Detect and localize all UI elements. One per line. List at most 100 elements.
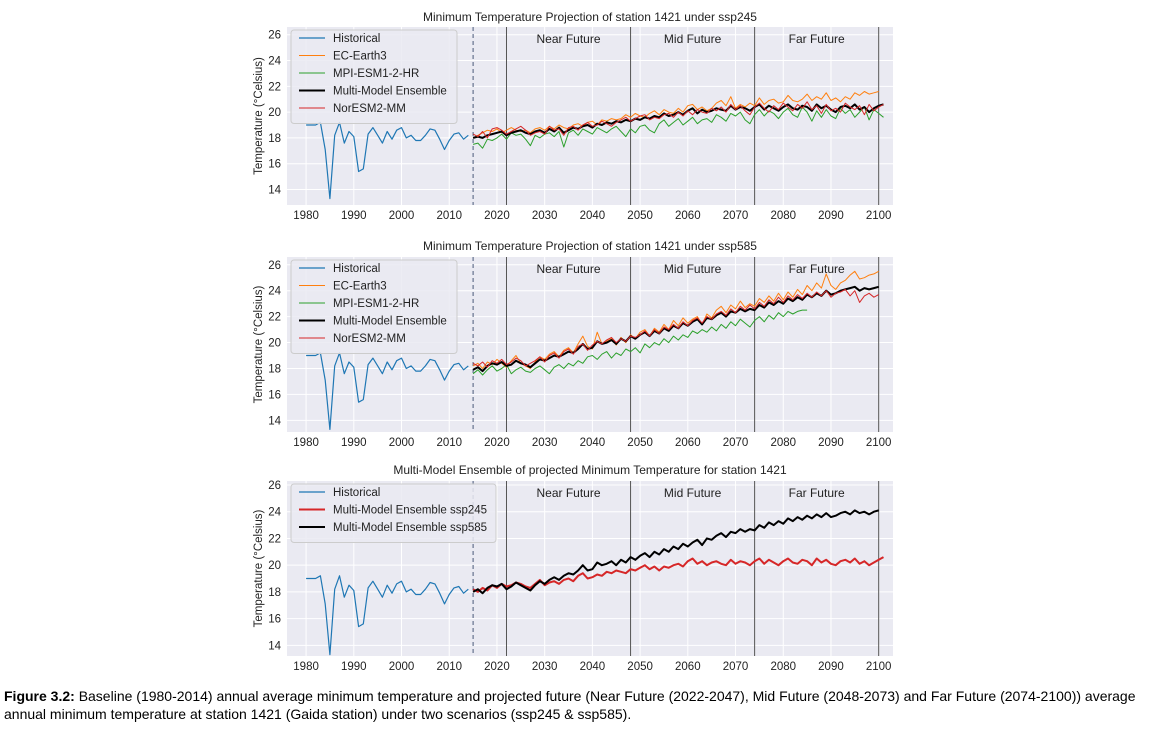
period-label: Mid Future bbox=[664, 32, 722, 46]
legend-label: MPI-ESM1-2-HR bbox=[333, 68, 419, 80]
x-tick-label: 2020 bbox=[484, 437, 510, 449]
y-tick-label: 22 bbox=[268, 81, 281, 93]
x-tick-label: 2050 bbox=[627, 437, 653, 449]
legend-label: Multi-Model Ensemble bbox=[333, 86, 447, 98]
y-tick-label: 22 bbox=[268, 533, 281, 545]
x-tick-label: 2090 bbox=[818, 210, 844, 222]
series-line-5 bbox=[472, 101, 884, 139]
y-tick-label: 18 bbox=[268, 133, 281, 145]
legend-box bbox=[290, 483, 497, 543]
x-tick-label: 2080 bbox=[770, 661, 796, 673]
y-axis-label: Temperature (°Celsius) bbox=[253, 509, 265, 627]
y-axis-label: Temperature (°Celsius) bbox=[253, 285, 265, 403]
y-tick-label: 18 bbox=[268, 363, 281, 375]
x-tick-label: 2070 bbox=[723, 210, 749, 222]
y-tick-label: 26 bbox=[268, 30, 281, 42]
x-tick-label: 2040 bbox=[580, 210, 606, 222]
chart-title: Multi-Model Ensemble of projected Minimu… bbox=[393, 463, 787, 477]
y-tick-label: 24 bbox=[268, 507, 281, 519]
series-line-2 bbox=[472, 91, 879, 139]
legend-label: EC-Earth3 bbox=[333, 281, 387, 293]
period-label: Mid Future bbox=[664, 262, 722, 276]
series-line-1 bbox=[306, 575, 469, 656]
x-tick-label: 2010 bbox=[436, 210, 462, 222]
series-line-5 bbox=[472, 288, 879, 368]
x-tick-label: 2050 bbox=[627, 210, 653, 222]
x-tick-label: 2100 bbox=[866, 437, 892, 449]
x-tick-label: 2000 bbox=[389, 661, 415, 673]
legend-label: Historical bbox=[333, 487, 380, 499]
x-tick-label: 2030 bbox=[532, 437, 558, 449]
series-line-3 bbox=[472, 309, 808, 376]
y-tick-label: 22 bbox=[268, 312, 281, 324]
x-tick-label: 2000 bbox=[389, 437, 415, 449]
chart-title: Minimum Temperature Projection of statio… bbox=[423, 239, 757, 253]
series-line-3 bbox=[472, 509, 879, 595]
period-label: Mid Future bbox=[664, 486, 722, 500]
y-tick-label: 26 bbox=[268, 260, 281, 272]
legend-label: EC-Earth3 bbox=[333, 51, 387, 63]
legend-label: NorESM2-MM bbox=[333, 333, 406, 345]
y-tick-label: 24 bbox=[268, 56, 281, 68]
legend-label: Multi-Model Ensemble ssp585 bbox=[333, 522, 487, 534]
y-tick-label: 16 bbox=[268, 159, 281, 171]
x-tick-label: 2030 bbox=[532, 661, 558, 673]
x-tick-label: 2090 bbox=[818, 661, 844, 673]
legend-box bbox=[290, 29, 458, 124]
series-line-1 bbox=[306, 121, 469, 200]
y-tick-label: 18 bbox=[268, 587, 281, 599]
x-tick-label: 2070 bbox=[723, 437, 749, 449]
period-label: Near Future bbox=[537, 262, 601, 276]
y-tick-label: 26 bbox=[268, 480, 281, 492]
x-tick-label: 2100 bbox=[866, 210, 892, 222]
y-tick-label: 16 bbox=[268, 614, 281, 626]
y-tick-label: 20 bbox=[268, 107, 281, 119]
y-tick-label: 16 bbox=[268, 389, 281, 401]
x-tick-label: 1990 bbox=[341, 437, 367, 449]
x-tick-label: 2000 bbox=[389, 210, 415, 222]
legend-label: Historical bbox=[333, 263, 380, 275]
chart-panel-3: 1980 1990 2000 2010 2020 2030 2040 2050 2060 2070… bbox=[253, 463, 893, 673]
y-tick-label: 14 bbox=[268, 640, 281, 652]
legend-label: Historical bbox=[333, 33, 380, 45]
y-tick-label: 20 bbox=[268, 338, 281, 350]
x-tick-label: 2070 bbox=[723, 661, 749, 673]
period-label: Far Future bbox=[789, 486, 845, 500]
period-label: Far Future bbox=[789, 262, 845, 276]
x-tick-label: 1980 bbox=[293, 210, 319, 222]
y-tick-label: 14 bbox=[268, 185, 281, 197]
period-label: Near Future bbox=[537, 32, 601, 46]
series-line-1 bbox=[306, 352, 469, 430]
legend-box bbox=[290, 259, 458, 354]
x-tick-label: 1990 bbox=[341, 210, 367, 222]
period-label: Far Future bbox=[789, 32, 845, 46]
chart-panel-2: 1980 1990 2000 2010 2020 2030 2040 2050 2060 2070… bbox=[253, 239, 893, 449]
y-tick-label: 20 bbox=[268, 560, 281, 572]
y-tick-label: 24 bbox=[268, 286, 281, 298]
y-tick-label: 14 bbox=[268, 415, 281, 427]
x-tick-label: 2080 bbox=[770, 210, 796, 222]
legend-label: Multi-Model Ensemble ssp245 bbox=[333, 505, 487, 517]
legend-label: NorESM2-MM bbox=[333, 103, 406, 115]
x-tick-label: 2020 bbox=[484, 661, 510, 673]
x-tick-label: 2050 bbox=[627, 661, 653, 673]
period-label: Near Future bbox=[537, 486, 601, 500]
caption-label: Figure 3.2: bbox=[4, 688, 75, 704]
x-tick-label: 1980 bbox=[293, 661, 319, 673]
x-tick-label: 1990 bbox=[341, 661, 367, 673]
legend-label: MPI-ESM1-2-HR bbox=[333, 298, 419, 310]
x-tick-label: 2010 bbox=[436, 661, 462, 673]
x-tick-label: 2040 bbox=[580, 661, 606, 673]
x-tick-label: 2090 bbox=[818, 437, 844, 449]
x-tick-label: 2020 bbox=[484, 210, 510, 222]
x-tick-label: 2010 bbox=[436, 437, 462, 449]
figure-caption: Figure 3.2: Baseline (1980-2014) annual … bbox=[4, 687, 1149, 723]
x-tick-label: 2100 bbox=[866, 661, 892, 673]
x-tick-label: 2040 bbox=[580, 437, 606, 449]
x-tick-label: 1980 bbox=[293, 437, 319, 449]
chart-panel-1: 1980 1990 2000 2010 2020 2030 2040 2050 2060 2070… bbox=[253, 10, 893, 222]
chart-title: Minimum Temperature Projection of statio… bbox=[423, 10, 757, 24]
y-axis-label: Temperature (°Celsius) bbox=[253, 57, 265, 175]
x-tick-label: 2060 bbox=[675, 210, 701, 222]
x-tick-label: 2060 bbox=[675, 437, 701, 449]
